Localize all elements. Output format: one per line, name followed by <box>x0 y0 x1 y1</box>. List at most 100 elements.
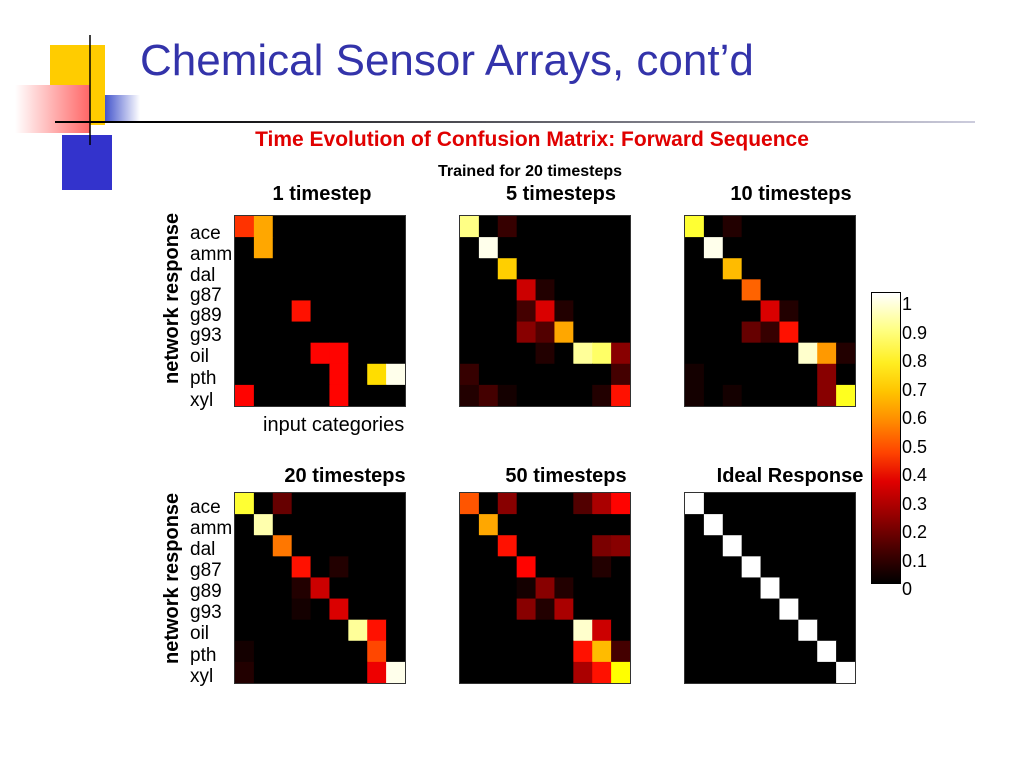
heatmap-cell <box>760 661 781 683</box>
heatmap-cell <box>367 300 387 323</box>
heatmap-cell <box>348 535 368 557</box>
heatmap-cell <box>253 363 274 386</box>
heatmap-cell <box>836 216 855 238</box>
heatmap-cell <box>367 279 387 302</box>
heatmap-cell <box>329 661 349 683</box>
heatmap-cell <box>386 279 405 302</box>
heatmap-cell <box>554 237 574 259</box>
heatmap-cell <box>291 640 312 663</box>
heatmap-cell <box>760 300 781 323</box>
heatmap-svg <box>235 493 405 683</box>
heatmap-cell <box>253 384 274 406</box>
heatmap-cell <box>348 300 368 323</box>
heatmap-cell <box>478 258 499 280</box>
heatmap-cell <box>573 514 593 536</box>
heatmap-cell <box>611 216 630 238</box>
heatmap-cell <box>478 342 499 365</box>
heatmap-cell <box>817 640 837 663</box>
heatmap-cell <box>460 321 480 344</box>
heatmap-cell <box>554 493 574 515</box>
heatmap-cell <box>722 258 743 280</box>
x-axis-label: input categories <box>263 414 405 436</box>
heatmap-cell <box>253 216 274 238</box>
heatmap-cell <box>779 619 799 642</box>
heatmap-cell <box>741 640 762 663</box>
row-label: pth <box>190 645 217 666</box>
heatmap-cell <box>741 384 762 406</box>
colorbar-tick-label: 0.7 <box>902 379 928 400</box>
heatmap-cell <box>760 237 781 259</box>
heatmap-cell <box>310 237 331 259</box>
heatmap-cell <box>516 619 537 642</box>
heatmap-cell <box>386 342 405 365</box>
heatmap-cell <box>817 216 837 238</box>
heatmap-cell <box>722 661 743 683</box>
heatmap-cell <box>272 237 293 259</box>
heatmap-cell <box>798 279 818 302</box>
heatmap-panel <box>234 492 406 684</box>
heatmap-cell <box>554 556 574 579</box>
heatmap-cell <box>516 258 537 280</box>
heatmap-cell <box>535 258 556 280</box>
heatmap-cell <box>310 598 331 621</box>
heatmap-cell <box>741 216 762 238</box>
heatmap-cell <box>310 216 331 238</box>
heatmap-cell <box>329 384 349 406</box>
heatmap-cell <box>235 640 255 663</box>
heatmap-svg <box>685 216 855 406</box>
heatmap-cell <box>235 342 255 365</box>
heatmap-cell <box>291 514 312 536</box>
heatmap-cell <box>703 661 724 683</box>
heatmap-cell <box>329 216 349 238</box>
heatmap-cell <box>367 577 387 600</box>
heatmap-cell <box>272 384 293 406</box>
heatmap-cell <box>535 363 556 386</box>
heatmap-cell <box>592 493 612 515</box>
heatmap-cell <box>329 514 349 536</box>
heatmap-cell <box>348 384 368 406</box>
heatmap-cell <box>611 384 630 406</box>
heatmap-cell <box>478 321 499 344</box>
panel-title: 20 timesteps <box>284 465 406 487</box>
heatmap-cell <box>348 661 368 683</box>
heatmap-cell <box>703 279 724 302</box>
heatmap-cell <box>760 321 781 344</box>
heatmap-cell <box>516 556 537 579</box>
heatmap-cell <box>367 556 387 579</box>
heatmap-cell <box>535 300 556 323</box>
heatmap-cell <box>478 619 499 642</box>
heatmap-cell <box>798 300 818 323</box>
pink-block <box>15 85 90 133</box>
heatmap-cell <box>460 514 480 536</box>
heatmap-cell <box>272 535 293 557</box>
heatmap-cell <box>535 535 556 557</box>
heatmap-cell <box>253 237 274 259</box>
heatmap-cell <box>741 237 762 259</box>
heatmap-cell <box>817 300 837 323</box>
heatmap-cell <box>685 237 705 259</box>
heatmap-cell <box>554 619 574 642</box>
heatmap-cell <box>348 237 368 259</box>
heatmap-cell <box>554 321 574 344</box>
heatmap-cell <box>722 640 743 663</box>
heatmap-cell <box>592 577 612 600</box>
heatmap-cell <box>235 661 255 683</box>
heatmap-cell <box>573 216 593 238</box>
heatmap-cell <box>291 279 312 302</box>
heatmap-cell <box>235 216 255 238</box>
heatmap-cell <box>611 598 630 621</box>
heatmap-cell <box>798 514 818 536</box>
heatmap-cell <box>817 342 837 365</box>
heatmap-cell <box>741 300 762 323</box>
heatmap-svg <box>235 216 405 406</box>
heatmap-cell <box>348 556 368 579</box>
heatmap-cell <box>367 237 387 259</box>
heatmap-cell <box>722 598 743 621</box>
heatmap-cell <box>329 577 349 600</box>
heatmap-cell <box>535 237 556 259</box>
colorbar-tick-label: 0.3 <box>902 493 928 514</box>
heatmap-cell <box>779 535 799 557</box>
heatmap-cell <box>760 363 781 386</box>
heatmap-cell <box>836 342 855 365</box>
heatmap-cell <box>516 535 537 557</box>
